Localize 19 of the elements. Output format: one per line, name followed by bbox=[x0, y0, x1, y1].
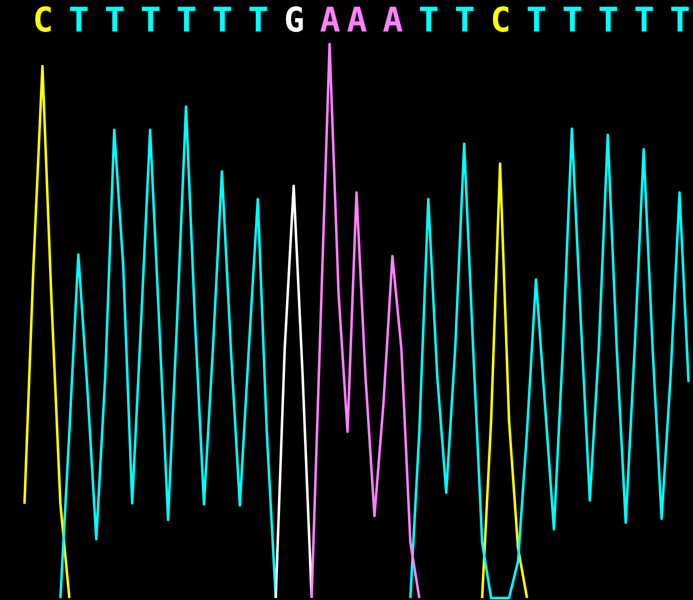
x-tick-label: T bbox=[248, 0, 269, 40]
x-tick-label: T bbox=[418, 0, 440, 40]
x-tick-label: T bbox=[68, 0, 90, 40]
x-tick-label: T bbox=[140, 0, 161, 40]
x-tick-label: T bbox=[598, 0, 618, 40]
x-tick-label: A bbox=[320, 0, 340, 40]
x-tick-label: C bbox=[32, 0, 54, 40]
x-tick-label: T bbox=[562, 0, 583, 40]
x-tick-label: G bbox=[284, 0, 304, 40]
x-tick-label: T bbox=[634, 0, 654, 40]
x-tick-label: T bbox=[104, 0, 125, 40]
x-tick-label: C bbox=[490, 0, 511, 40]
x-tick-label: A bbox=[346, 0, 368, 40]
x-tick-label: T bbox=[670, 0, 690, 40]
x-tick-label: T bbox=[176, 0, 197, 40]
x-tick-label: T bbox=[212, 0, 233, 40]
x-tick-label: T bbox=[526, 0, 547, 40]
x-tick-label: A bbox=[382, 0, 404, 40]
x-tick-label: T bbox=[454, 0, 475, 40]
